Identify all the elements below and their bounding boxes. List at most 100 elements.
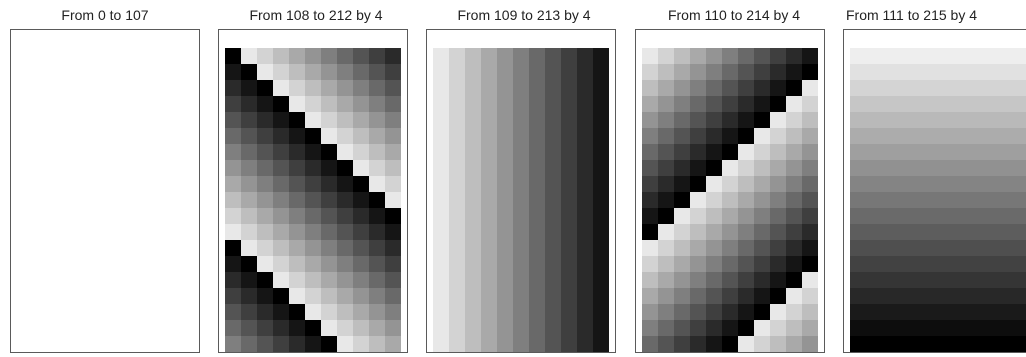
gradient-cell xyxy=(353,192,369,208)
gradient-cell xyxy=(690,208,706,224)
gradient-cell xyxy=(738,64,754,80)
gradient-cell xyxy=(962,192,978,208)
gradient-cell xyxy=(674,304,690,320)
gradient-cell xyxy=(529,240,545,256)
gradient-cell xyxy=(946,240,962,256)
gradient-cell xyxy=(305,320,321,336)
gradient-cell xyxy=(545,192,561,208)
gradient-cell xyxy=(225,320,241,336)
gradient-cell xyxy=(674,112,690,128)
gradient-cell xyxy=(289,176,305,192)
gradient-cell xyxy=(722,176,738,192)
gradient-cell xyxy=(545,256,561,272)
gradient-cell xyxy=(978,176,994,192)
gradient-cell xyxy=(786,144,802,160)
gradient-cell xyxy=(321,160,337,176)
gradient-cell xyxy=(337,112,353,128)
gradient-cell xyxy=(722,64,738,80)
gradient-cell xyxy=(914,112,930,128)
gradient-cell xyxy=(658,176,674,192)
gradient-cell xyxy=(369,288,385,304)
gradient-cell xyxy=(658,208,674,224)
gradient-cell xyxy=(802,112,818,128)
gradient-cell xyxy=(337,144,353,160)
gradient-cell xyxy=(658,128,674,144)
gradient-cell xyxy=(369,128,385,144)
gradient-cell xyxy=(353,208,369,224)
gradient-cell xyxy=(273,336,289,352)
gradient-cell xyxy=(722,256,738,272)
gradient-cell xyxy=(850,272,866,288)
gradient-cell xyxy=(898,80,914,96)
gradient-cell xyxy=(545,224,561,240)
gradient-cell xyxy=(593,224,609,240)
gradient-cell xyxy=(577,176,593,192)
gradient-cell xyxy=(561,144,577,160)
gradient-cell xyxy=(850,128,866,144)
gradient-cell xyxy=(930,336,946,352)
gradient-cell xyxy=(738,336,754,352)
gradient-cell xyxy=(1010,192,1026,208)
gradient-cell xyxy=(914,320,930,336)
gradient-cell xyxy=(273,160,289,176)
gradient-cell xyxy=(946,208,962,224)
gradient-cell xyxy=(385,336,401,352)
gradient-cell xyxy=(545,112,561,128)
gradient-cell xyxy=(658,272,674,288)
gradient-cell xyxy=(273,128,289,144)
gradient-cell xyxy=(642,288,658,304)
gradient-cell xyxy=(513,176,529,192)
gradient-cell xyxy=(577,304,593,320)
gradient-cell xyxy=(690,176,706,192)
gradient-cell xyxy=(722,160,738,176)
gradient-cell xyxy=(994,304,1010,320)
gradient-cell xyxy=(914,192,930,208)
gradient-cell xyxy=(385,144,401,160)
gradient-cell xyxy=(754,224,770,240)
gradient-cell xyxy=(497,48,513,64)
gradient-cell xyxy=(898,304,914,320)
gradient-cell xyxy=(674,224,690,240)
gradient-cell xyxy=(786,96,802,112)
gradient-cell xyxy=(882,320,898,336)
gradient-cell xyxy=(994,288,1010,304)
gradient-cell xyxy=(722,144,738,160)
gradient-cell xyxy=(754,336,770,352)
gradient-cell xyxy=(481,160,497,176)
gradient-cell xyxy=(513,208,529,224)
gradient-cell xyxy=(273,80,289,96)
gradient-cell xyxy=(994,256,1010,272)
gradient-cell xyxy=(1010,48,1026,64)
gradient-cell xyxy=(529,128,545,144)
gradient-cell xyxy=(385,256,401,272)
gradient-cell xyxy=(577,288,593,304)
gradient-cell xyxy=(497,96,513,112)
gradient-cell xyxy=(305,80,321,96)
gradient-cell xyxy=(353,80,369,96)
gradient-cell xyxy=(305,224,321,240)
gradient-cell xyxy=(353,336,369,352)
gradient-cell xyxy=(914,48,930,64)
gradient-cell xyxy=(866,336,882,352)
gradient-cell xyxy=(369,176,385,192)
panel-2-frame xyxy=(218,29,408,353)
gradient-cell xyxy=(385,112,401,128)
gradient-cell xyxy=(225,160,241,176)
gradient-cell xyxy=(882,80,898,96)
gradient-cell xyxy=(593,80,609,96)
gradient-cell xyxy=(850,256,866,272)
gradient-cell xyxy=(706,192,722,208)
gradient-cell xyxy=(994,160,1010,176)
gradient-cell xyxy=(994,48,1010,64)
gradient-cell xyxy=(385,208,401,224)
gradient-cell xyxy=(593,240,609,256)
gradient-cell xyxy=(465,80,481,96)
gradient-cell xyxy=(305,336,321,352)
gradient-cell xyxy=(722,80,738,96)
gradient-cell xyxy=(642,304,658,320)
gradient-cell xyxy=(577,224,593,240)
gradient-cell xyxy=(1010,96,1026,112)
gradient-cell xyxy=(674,288,690,304)
gradient-cell xyxy=(273,64,289,80)
gradient-cell xyxy=(321,336,337,352)
